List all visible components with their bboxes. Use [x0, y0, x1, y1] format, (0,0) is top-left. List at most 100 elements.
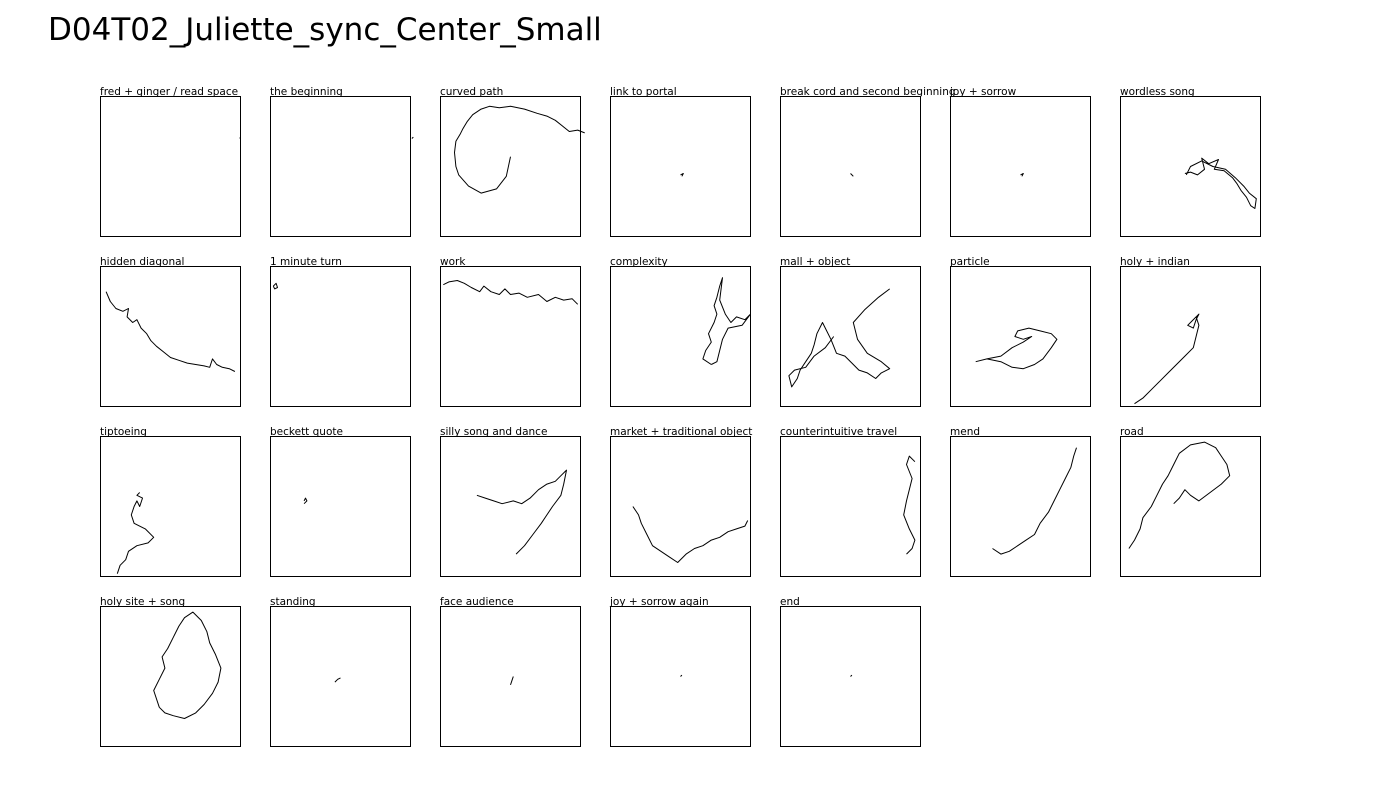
trajectory-line [411, 136, 414, 139]
panel-frame [440, 266, 581, 407]
panel-title: complexity [610, 256, 668, 268]
panel-plot-area [100, 606, 241, 747]
panel-frame [1120, 436, 1261, 577]
chart-panel: fred + ginger / read space [100, 86, 242, 246]
panel-title: standing [270, 596, 316, 608]
chart-panel: hidden diagonal [100, 256, 242, 416]
chart-panel: market + traditional object [610, 426, 752, 586]
chart-panel: particle [950, 256, 1092, 416]
panel-title: beckett quote [270, 426, 343, 438]
panel-title: break cord and second beginning [780, 86, 956, 98]
panel-plot-area [440, 436, 581, 577]
panel-frame [270, 266, 411, 407]
panel-frame [950, 96, 1091, 237]
trajectory-line [975, 327, 1058, 370]
panel-title: holy + indian [1120, 256, 1190, 268]
panel-title: road [1120, 426, 1144, 438]
chart-panel: the beginning [270, 86, 414, 246]
figure-title: D04T02_Juliette_sync_Center_Small [48, 12, 602, 48]
panel-plot-area [440, 606, 581, 747]
panel-title: end [780, 596, 800, 608]
chart-panel: complexity [610, 256, 752, 416]
panel-plot-area [780, 606, 921, 747]
panel-frame [440, 436, 581, 577]
panel-plot-area [780, 96, 921, 237]
panel-title: hidden diagonal [100, 256, 185, 268]
panel-frame [440, 96, 581, 237]
chart-panel: silly song and dance [440, 426, 582, 586]
trajectory-line [153, 611, 222, 719]
trajectory-line [903, 455, 916, 555]
trajectory-line [702, 277, 751, 365]
chart-panel: end [780, 596, 922, 756]
panel-title: curved path [440, 86, 504, 98]
panel-plot-area [950, 436, 1091, 577]
chart-panel: link to portal [610, 86, 752, 246]
chart-panel: joy + sorrow [950, 86, 1092, 246]
panel-title: joy + sorrow [950, 86, 1017, 98]
trajectory-line [454, 105, 585, 194]
trajectory-line [239, 136, 241, 139]
trajectory-line [443, 280, 579, 305]
trajectory-line [334, 677, 341, 683]
chart-panel: holy site + song [100, 596, 242, 756]
panel-title: tiptoeing [100, 426, 147, 438]
trajectory-line [992, 447, 1077, 555]
panel-plot-area [100, 96, 241, 237]
chart-panel: work [440, 256, 582, 416]
panel-plot-area [610, 96, 751, 237]
chart-panel: 1 minute turn [270, 256, 412, 416]
panel-frame [610, 96, 751, 237]
chart-panel: break cord and second beginning [780, 86, 956, 246]
panel-frame [100, 436, 241, 577]
chart-panel: mend [950, 426, 1092, 586]
trajectory-line [105, 291, 236, 372]
panel-title: face audience [440, 596, 514, 608]
chart-panel: standing [270, 596, 412, 756]
panel-plot-area [100, 436, 241, 577]
panel-frame [100, 606, 241, 747]
panel-title: wordless song [1120, 86, 1195, 98]
panel-title: silly song and dance [440, 426, 548, 438]
trajectory-line [1184, 157, 1257, 209]
panel-title: mall + object [780, 256, 851, 268]
panel-frame [270, 436, 411, 577]
panel-plot-area [950, 266, 1091, 407]
chart-panel: beckett quote [270, 426, 412, 586]
trajectory-line [272, 282, 278, 290]
panel-title: market + traditional object [610, 426, 753, 438]
chart-panel: joy + sorrow again [610, 596, 752, 756]
trajectory-line [1020, 173, 1024, 177]
panel-frame [440, 606, 581, 747]
trajectory-line [850, 173, 854, 177]
panel-plot-area [1120, 96, 1261, 237]
chart-panel: curved path [440, 86, 585, 246]
panel-frame [1120, 266, 1261, 407]
chart-panel: mall + object [780, 256, 922, 416]
trajectory-line [632, 506, 749, 563]
trajectory-line [1134, 313, 1200, 405]
panel-plot-area [780, 436, 921, 577]
trajectory-line [1128, 441, 1231, 549]
trajectory-line [116, 492, 155, 574]
panel-title: particle [950, 256, 990, 268]
panel-title: counterintuitive travel [780, 426, 898, 438]
panel-frame [780, 436, 921, 577]
trajectory-line [850, 674, 853, 677]
panel-title: 1 minute turn [270, 256, 342, 268]
chart-panel: road [1120, 426, 1262, 586]
panel-plot-area [100, 266, 241, 407]
panel-plot-area [1120, 266, 1261, 407]
panel-title: fred + ginger / read space [100, 86, 239, 98]
panel-title: joy + sorrow again [610, 596, 709, 608]
panel-frame [270, 606, 411, 747]
trajectory-line [680, 674, 683, 677]
panel-plot-area [610, 266, 751, 407]
panel-frame [100, 96, 241, 237]
panel-title: link to portal [610, 86, 677, 98]
panel-plot-area [780, 266, 921, 407]
panel-frame [780, 266, 921, 407]
trajectory-line [510, 676, 514, 686]
panel-plot-area [950, 96, 1091, 237]
panel-frame [950, 436, 1091, 577]
